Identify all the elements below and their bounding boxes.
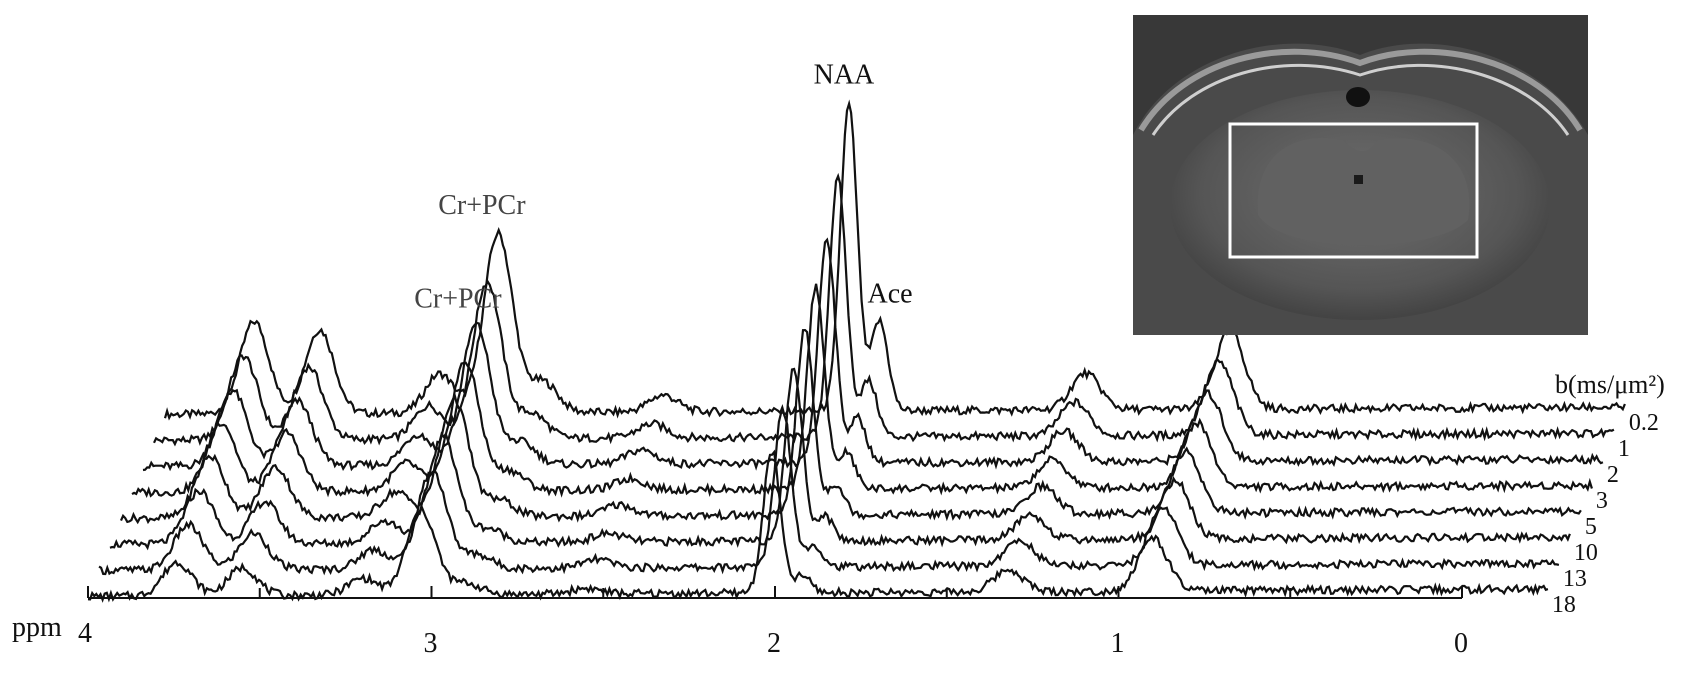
annotation-ace-1: Ace <box>868 279 913 310</box>
series-label-b-1: 1 <box>1618 436 1630 462</box>
annotation-cr-pcr-2: Cr+PCr <box>438 190 526 221</box>
series-label-b-10: 10 <box>1574 540 1598 566</box>
voxel-box <box>1228 122 1479 259</box>
x-tick-label-4: 4 <box>78 618 92 649</box>
spectrum-line-b-5 <box>119 328 1582 525</box>
series-axis-label: b(ms/μm²) <box>1555 370 1665 399</box>
x-tick-label-2: 2 <box>767 628 781 659</box>
series-layer <box>87 99 1626 603</box>
spectrum-line-b-3 <box>131 283 1593 499</box>
series-label-b-3: 3 <box>1596 488 1608 514</box>
spectrum-line-b-0.2 <box>163 99 1626 421</box>
series-label-b-18: 18 <box>1552 592 1576 618</box>
mri-slice-graphic <box>1133 15 1588 335</box>
x-tick-label-3: 3 <box>424 628 438 659</box>
spectrum-line-b-1 <box>153 172 1615 447</box>
x-axis-label: ppm <box>12 612 62 643</box>
annotation-naa-0: NAA <box>814 60 875 91</box>
x-tick-label-1: 1 <box>1111 628 1125 659</box>
x-tick-label-0: 0 <box>1454 628 1468 659</box>
series-label-b-0.2: 0.2 <box>1629 410 1659 436</box>
spectrum-line-b-10 <box>109 367 1571 551</box>
series-label-b-13: 13 <box>1563 566 1587 592</box>
x-axis <box>87 586 1463 599</box>
series-label-b-2: 2 <box>1607 462 1619 488</box>
series-label-b-5: 5 <box>1585 514 1597 540</box>
spectrum-line-b-13 <box>98 410 1560 576</box>
spectrum-line-b-18 <box>87 449 1549 603</box>
mri-inset-image <box>1133 15 1588 335</box>
annotation-cr-pcr-3: Cr+PCr <box>414 283 502 314</box>
spectrum-line-b-2 <box>142 237 1604 472</box>
